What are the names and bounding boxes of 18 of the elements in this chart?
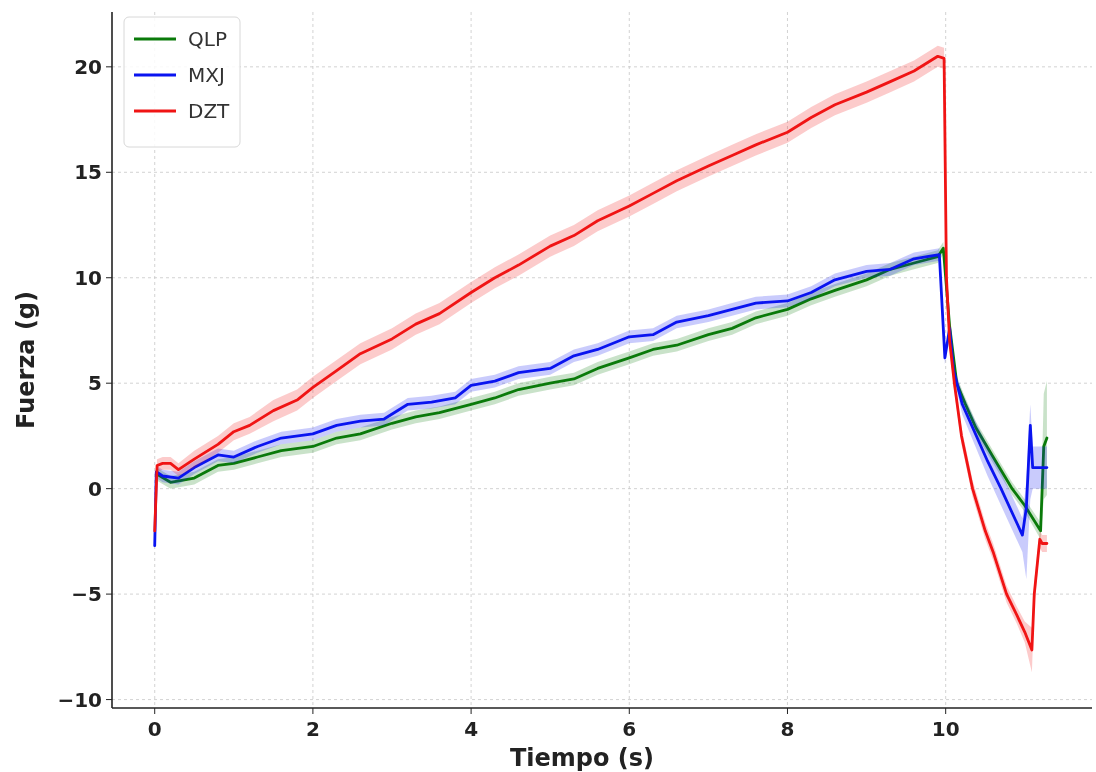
y-tick-label: 0 (88, 476, 102, 501)
legend-label: MXJ (188, 63, 225, 87)
x-tick-label: 6 (622, 717, 637, 741)
y-tick-label: 10 (74, 265, 102, 290)
y-tick-label: −10 (57, 687, 102, 712)
x-tick-label: 10 (931, 717, 960, 741)
x-tick-label: 4 (464, 717, 479, 741)
y-tick-label: −5 (71, 582, 102, 607)
y-tick-label: 20 (74, 54, 102, 79)
y-tick-label: 5 (88, 371, 102, 396)
x-tick-label: 2 (305, 717, 320, 741)
legend-label: DZT (188, 99, 231, 123)
y-axis-title: Fuerza (g) (12, 290, 40, 430)
y-tick-label: 15 (74, 160, 102, 185)
x-tick-label: 8 (780, 717, 795, 741)
legend-label: QLP (188, 27, 227, 51)
x-tick-label: 0 (147, 717, 162, 741)
x-axis-title: Tiempo (s) (509, 744, 655, 772)
